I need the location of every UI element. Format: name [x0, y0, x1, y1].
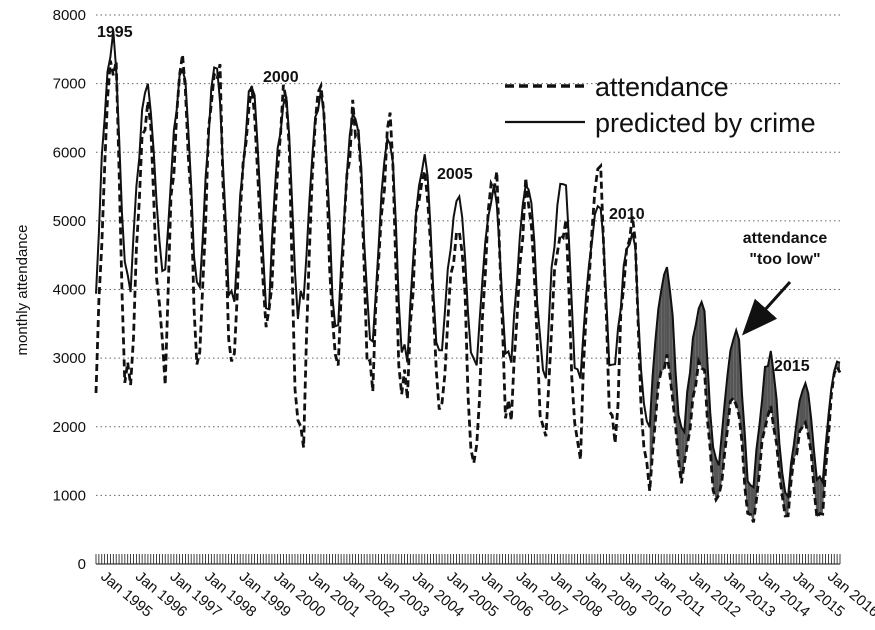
annotation-2010: 2010 [609, 206, 645, 223]
x-axis-monthly-ticks [95, 554, 841, 564]
annotation-2000: 2000 [263, 69, 299, 86]
y-tick-label: 7000 [53, 76, 86, 93]
y-tick-label: 2000 [53, 419, 86, 436]
shade-segment [802, 383, 806, 427]
series-lines [94, 30, 842, 523]
shade-segment [664, 267, 667, 370]
y-axis-label: monthly attendance [14, 225, 31, 356]
y-tick-label: 4000 [53, 282, 86, 299]
shade-segment [695, 308, 699, 385]
y-tick-label: 1000 [53, 487, 86, 504]
shade-segment [661, 274, 665, 372]
series-line-attendance [94, 54, 842, 523]
annotations: 1995 2000 2005 2010 2015 attendance "too… [97, 24, 827, 375]
y-tick-label: 6000 [53, 144, 86, 161]
shade-segment [750, 485, 754, 523]
shade-segment [767, 351, 771, 416]
y-tick-label: 8000 [53, 7, 86, 24]
shade-segment [698, 301, 702, 369]
y-tick-label: 3000 [53, 350, 86, 367]
shade-segment [692, 324, 696, 398]
shade-segment [681, 427, 685, 484]
shade-segment [716, 458, 719, 500]
annotation-2005: 2005 [437, 166, 473, 183]
shade-segment [785, 492, 789, 516]
shade-segment [721, 402, 725, 482]
series-line-predicted-by-crime [95, 30, 841, 500]
shade-segment [773, 373, 777, 444]
shade-segment [730, 339, 734, 402]
legend: attendance predicted by crime [505, 72, 816, 138]
too-low-arrow [741, 280, 792, 336]
legend-label-attendance: attendance [595, 72, 729, 102]
shade-segment [658, 290, 662, 385]
shade-segment [747, 481, 751, 515]
y-tick-label: 5000 [53, 213, 86, 230]
shade-segment [678, 414, 682, 484]
legend-label-predicted: predicted by crime [595, 108, 816, 138]
annotation-too-low-line2: "too low" [749, 251, 820, 268]
annotation-2015: 2015 [774, 358, 810, 375]
annotation-too-low-line1: attendance [743, 230, 828, 247]
annotation-1995: 1995 [97, 24, 133, 41]
y-axis: 0 1000 2000 3000 4000 5000 6000 7000 8000 [53, 7, 86, 573]
shade-segment [765, 366, 768, 429]
shade-segment [713, 447, 716, 500]
shade-segment [733, 330, 737, 406]
y-tick-label: 0 [78, 556, 86, 573]
shade-segment [736, 330, 740, 417]
shade-segment [816, 476, 820, 518]
shade-segment [666, 267, 670, 375]
shade-segment [701, 301, 705, 371]
